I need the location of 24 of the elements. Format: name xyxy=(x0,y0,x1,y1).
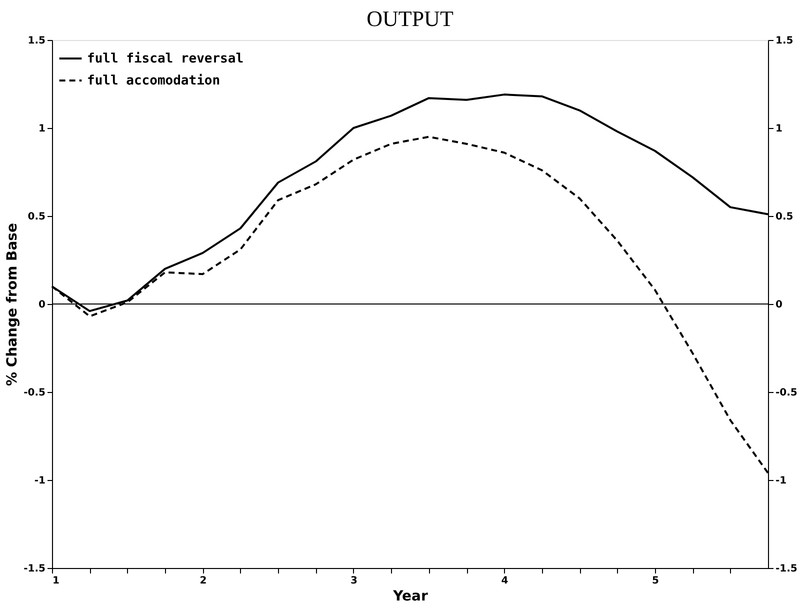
y-tick-label: -1 xyxy=(34,476,46,486)
y2-tick-label: -1 xyxy=(776,476,787,486)
x-axis-title: Year xyxy=(392,588,428,604)
y2-tick-label: 0 xyxy=(776,300,782,310)
y2-tick-label: -1.5 xyxy=(776,564,798,574)
y-tick-label: 0.5 xyxy=(28,212,46,222)
x-tick-label: 4 xyxy=(501,576,508,586)
y-axis-title: % Change from Base xyxy=(4,223,21,386)
y2-tick-label: 1 xyxy=(776,124,782,134)
y-tick-label: 1.5 xyxy=(28,36,46,46)
x-tick-label: 3 xyxy=(350,576,358,586)
y2-tick-label: 1.5 xyxy=(776,36,794,46)
x-tick-label: 1 xyxy=(52,576,60,586)
legend-label: full fiscal reversal xyxy=(87,52,244,66)
y-tick-label: 0 xyxy=(38,300,46,310)
x-tick-label: 5 xyxy=(652,576,659,586)
legend-label: full accomodation xyxy=(87,74,220,88)
y-tick-label: -1.5 xyxy=(24,564,46,574)
y-tick-label: 1 xyxy=(38,124,46,134)
chart-title: OUTPUT xyxy=(366,6,454,31)
y2-tick-label: 0.5 xyxy=(776,212,794,222)
y-tick-label: -0.5 xyxy=(24,388,46,398)
y2-tick-label: -0.5 xyxy=(776,388,798,398)
x-tick-label: 2 xyxy=(200,576,207,586)
